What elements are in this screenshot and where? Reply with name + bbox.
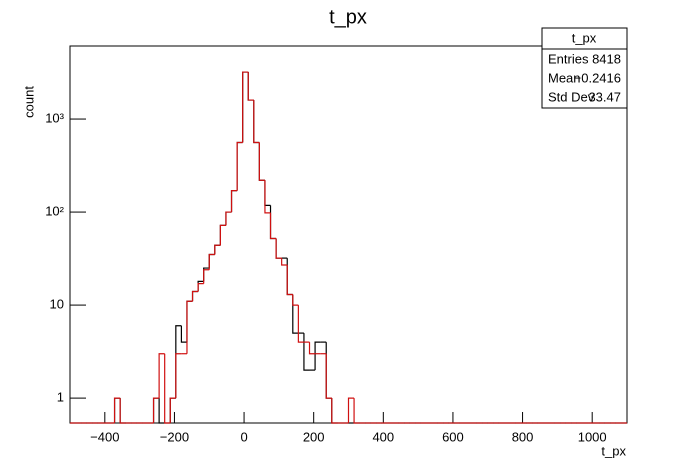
histogram-bin (269, 205, 277, 240)
stats-frame (541, 27, 628, 109)
histogram-bin (113, 397, 121, 423)
histogram-bin (303, 333, 310, 371)
histogram-bin (247, 72, 254, 101)
histogram-bin (286, 264, 293, 296)
histogram-bin (247, 72, 254, 101)
histogram-bin (253, 100, 260, 144)
histogram-bin (203, 269, 210, 284)
stats-value: 33.47 (588, 89, 621, 104)
histogram-bin (191, 290, 199, 302)
histogram-bin (152, 397, 160, 423)
histogram-bin (286, 258, 293, 296)
histogram-bin (258, 142, 265, 181)
histogram-bin (186, 300, 193, 354)
x-tick-label: −200 (160, 429, 189, 444)
histogram-bin (258, 142, 265, 181)
histogram-bin (214, 244, 221, 255)
x-tick-label: 400 (372, 429, 394, 444)
y-tick-label: 1 (57, 390, 64, 405)
histogram-bin (164, 353, 171, 424)
histogram-bin (169, 397, 176, 423)
histogram-bin (325, 353, 332, 399)
histogram-bin (292, 294, 299, 306)
histogram-bin (269, 212, 277, 240)
histogram-bin (236, 141, 243, 191)
histogram-bin (264, 180, 271, 206)
histogram-bin (214, 244, 221, 255)
histogram-bin (169, 397, 176, 423)
y-tick-label: 10 (50, 297, 64, 312)
histogram-bin (264, 180, 271, 214)
histogram-bin (242, 71, 249, 143)
histogram-bin (225, 211, 232, 226)
histogram-bin (230, 190, 238, 213)
x-tick-label: 600 (442, 429, 464, 444)
x-tick-label: 1000 (578, 429, 607, 444)
histogram-bin (275, 238, 282, 259)
stats-label: Std Dev (548, 89, 595, 104)
x-axis-title: t_px (601, 443, 626, 458)
histogram-bin (281, 258, 288, 266)
histogram-bin (152, 397, 160, 423)
histogram-bin (113, 397, 121, 423)
stats-value: 8418 (592, 51, 621, 66)
chart-title: t_px (329, 6, 367, 28)
x-tick-label: 0 (240, 429, 247, 444)
histogram-bin (175, 325, 182, 399)
histogram-bin (225, 211, 232, 226)
y-tick-label: 10² (45, 204, 64, 219)
histogram-bin (331, 398, 338, 424)
histogram-bin (331, 398, 338, 424)
histogram-bin (275, 238, 282, 259)
stats-value: −0.2416 (574, 70, 621, 85)
histogram-bin (353, 398, 360, 424)
histogram-bin (197, 280, 204, 292)
histogram-bin (292, 294, 299, 334)
histogram-bin (119, 398, 126, 424)
histogram-bin (347, 397, 355, 423)
histogram-bin (119, 398, 126, 424)
histogram-bin (230, 190, 238, 213)
histogram-bin (175, 353, 182, 399)
histogram-bin (186, 300, 193, 343)
stats-label: Entries (548, 51, 589, 66)
y-axis-title: count (21, 86, 36, 118)
histogram-bin (191, 290, 199, 302)
histogram-bin (253, 100, 260, 144)
histogram-bin (197, 283, 204, 292)
histogram-bin (208, 253, 215, 270)
stats-label: Mean (548, 70, 581, 85)
y-tick-label: 10³ (45, 110, 64, 125)
x-tick-label: 800 (512, 429, 534, 444)
histogram-bin (180, 325, 187, 343)
histogram-bin (219, 224, 226, 246)
x-tick-label: 200 (303, 429, 325, 444)
x-tick-label: −400 (90, 429, 119, 444)
histogram-bin (158, 398, 165, 424)
histogram-bin (158, 353, 165, 399)
histogram-bin (325, 342, 332, 399)
histogram-bin (236, 141, 243, 191)
stats-title: t_px (572, 30, 597, 45)
histogram-bin (314, 341, 321, 371)
histogram-bin (242, 71, 249, 143)
histogram-bin (308, 342, 316, 355)
histogram-bin (219, 224, 226, 246)
histogram-bin (297, 305, 304, 343)
histogram-bin (208, 253, 215, 269)
